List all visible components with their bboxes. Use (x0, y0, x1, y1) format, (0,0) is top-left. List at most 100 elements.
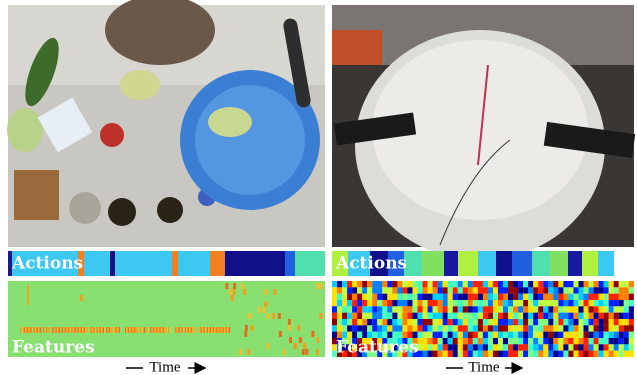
feature-cell (448, 319, 453, 325)
feature-cell (503, 351, 508, 357)
feature-cell (342, 281, 347, 287)
feature-cell (573, 300, 578, 306)
feature-cell (614, 319, 619, 325)
feature-cell (498, 287, 503, 293)
feature-cell (463, 294, 468, 300)
feature-cell (228, 327, 229, 333)
feature-cell (225, 283, 228, 289)
feature-cell (578, 281, 583, 287)
feature-cell (453, 306, 458, 312)
feature-cell (573, 351, 578, 357)
feature-cell (584, 306, 589, 312)
feature-cell (493, 344, 498, 350)
feature-cell (27, 327, 28, 333)
feature-cell (498, 332, 503, 338)
action-segment (568, 251, 582, 276)
feature-cell (128, 327, 129, 333)
feature-cell (488, 344, 493, 350)
feature-cell (433, 281, 438, 287)
feature-cell (428, 325, 433, 331)
feature-cell (523, 287, 528, 293)
feature-cell (130, 327, 131, 333)
feature-cell (578, 338, 583, 344)
feature-cell (402, 281, 407, 287)
feature-cell (377, 300, 382, 306)
feature-cell (624, 338, 629, 344)
feature-cell (523, 344, 528, 350)
feature-cell (503, 300, 508, 306)
feature-cell (498, 306, 503, 312)
feature-cell (584, 332, 589, 338)
feature-cell (362, 313, 367, 319)
feature-cell (278, 313, 281, 319)
feature-cell (533, 294, 538, 300)
feature-cell (382, 281, 387, 287)
feature-cell (342, 306, 347, 312)
feature-cell (483, 294, 488, 300)
feature-cell (332, 313, 337, 319)
feature-cell (563, 300, 568, 306)
feature-cell (428, 319, 433, 325)
feature-cell (438, 338, 443, 344)
feature-cell (573, 344, 578, 350)
feature-cell (568, 325, 573, 331)
actions-label: Actions (335, 254, 407, 274)
feature-cell (159, 327, 160, 333)
feature-cell (473, 294, 478, 300)
feature-cell (289, 337, 292, 343)
action-segment (444, 251, 458, 276)
feature-cell (578, 344, 583, 350)
feature-cell (316, 337, 319, 343)
feature-cell (619, 313, 624, 319)
feature-cell (443, 294, 448, 300)
feature-cell (372, 313, 377, 319)
feature-cell (548, 313, 553, 319)
feature-cell (433, 338, 438, 344)
feature-cell (158, 327, 159, 333)
feature-cell (288, 319, 291, 325)
feature-cell (402, 294, 407, 300)
feature-cell (594, 306, 599, 312)
feature-cell (573, 294, 578, 300)
feature-cell (508, 344, 513, 350)
feature-cell (498, 294, 503, 300)
feature-cell (589, 300, 594, 306)
feature-cell (513, 294, 518, 300)
feature-cell (342, 319, 347, 325)
feature-cell (68, 327, 69, 333)
feature-cell (624, 306, 629, 312)
feature-cell (428, 306, 433, 312)
feature-cell (568, 338, 573, 344)
feature-cell (584, 313, 589, 319)
action-segment (172, 251, 178, 276)
feature-cell (558, 300, 563, 306)
feature-cell (553, 313, 558, 319)
feature-cell (264, 289, 267, 295)
feature-cell (94, 327, 95, 333)
feature-cell (533, 332, 538, 338)
feature-cell (397, 294, 402, 300)
feature-cell (220, 327, 221, 333)
feature-cell (584, 281, 589, 287)
feature-cell (533, 325, 538, 331)
feature-cell (468, 306, 473, 312)
feature-cell (473, 325, 478, 331)
feature-cell (563, 332, 568, 338)
feature-cell (629, 351, 634, 357)
actions-label: Actions (11, 254, 83, 274)
feature-cell (357, 300, 362, 306)
feature-cell (518, 294, 523, 300)
feature-cell (483, 300, 488, 306)
feature-cell (402, 300, 407, 306)
feature-cell (38, 327, 39, 333)
feature-cell (251, 325, 254, 331)
feature-cell (402, 313, 407, 319)
feature-cell (352, 294, 357, 300)
feature-cell (453, 351, 458, 357)
feature-cell (543, 281, 548, 287)
feature-cell (337, 313, 342, 319)
feature-cell (548, 351, 553, 357)
feature-cell (423, 281, 428, 287)
feature-cell (493, 325, 498, 331)
feature-cell (357, 281, 362, 287)
